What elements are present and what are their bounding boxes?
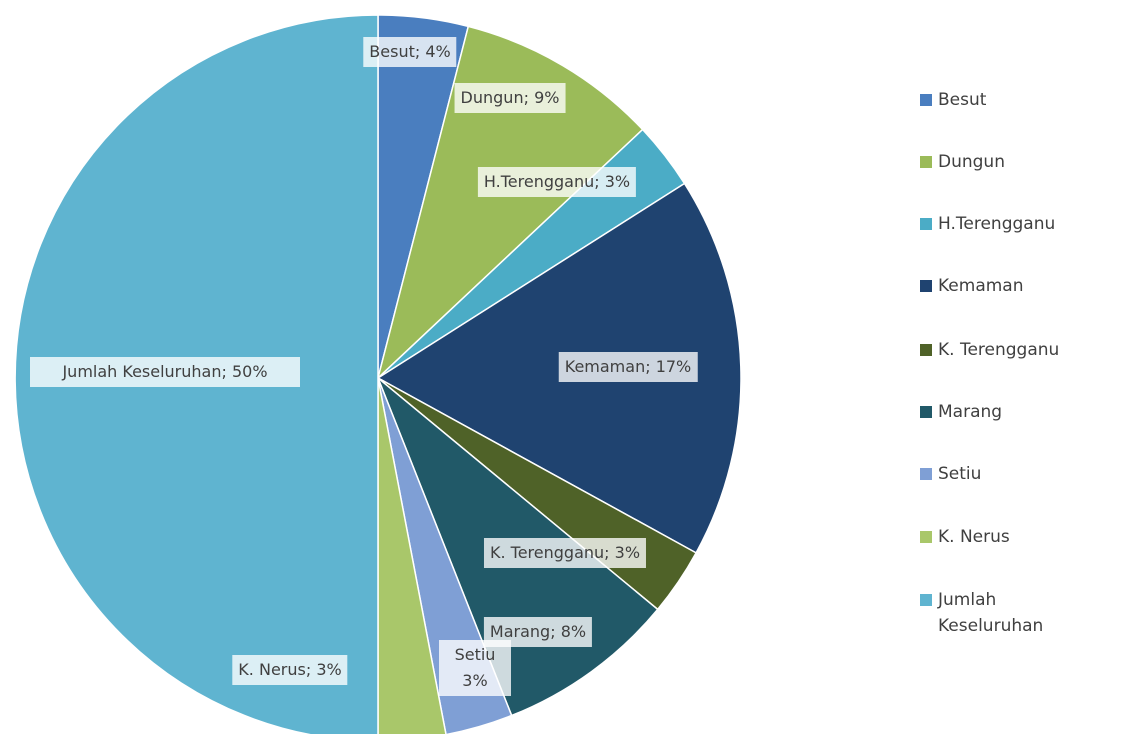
data-label: Besut; 4%: [363, 37, 457, 67]
legend-label: H.Terengganu: [938, 214, 1056, 234]
legend-entry: H.Terengganu: [920, 211, 1098, 237]
data-label: K. Terengganu; 3%: [483, 538, 647, 568]
legend-label: Dungun: [938, 152, 1005, 172]
pie-slice: [376, 25, 644, 381]
data-label: Jumlah Keseluruhan; 50%: [30, 357, 300, 387]
data-label: H.Terengganu; 3%: [477, 167, 637, 197]
legend-swatch: [920, 531, 932, 543]
legend-entry: Jumlah Keseluruhan: [920, 587, 1098, 639]
legend-swatch: [920, 344, 932, 356]
legend-swatch: [920, 594, 932, 606]
legend-swatch: [920, 156, 932, 168]
legend-entry: K. Nerus: [920, 524, 1098, 550]
legend-label: Kemaman: [938, 276, 1024, 296]
legend-entry: Dungun: [920, 149, 1098, 175]
legend-entry: Kemaman: [920, 273, 1098, 299]
legend-label: K. Terengganu: [938, 340, 1060, 360]
legend-label: Besut: [938, 90, 987, 110]
pie-slice: [377, 377, 447, 734]
data-label: K. Nerus; 3%: [232, 655, 348, 685]
legend-entry: Setiu: [920, 461, 1098, 487]
legend-swatch: [920, 218, 932, 230]
legend-entry: Marang: [920, 399, 1098, 425]
legend-swatch: [920, 406, 932, 418]
legend-swatch: [920, 94, 932, 106]
legend-swatch: [920, 468, 932, 480]
legend-entry: Besut: [920, 87, 1098, 113]
data-label: Kemaman; 17%: [558, 352, 698, 382]
data-label: Setiu 3%: [439, 640, 511, 696]
legend-label: Jumlah Keseluruhan: [938, 590, 1044, 636]
legend-label: K. Nerus: [938, 527, 1010, 547]
legend-label: Marang: [938, 402, 1003, 422]
data-label: Dungun; 9%: [454, 83, 566, 113]
legend-label: Setiu: [938, 464, 982, 484]
legend-entry: K. Terengganu: [920, 337, 1098, 363]
legend-swatch: [920, 280, 932, 292]
